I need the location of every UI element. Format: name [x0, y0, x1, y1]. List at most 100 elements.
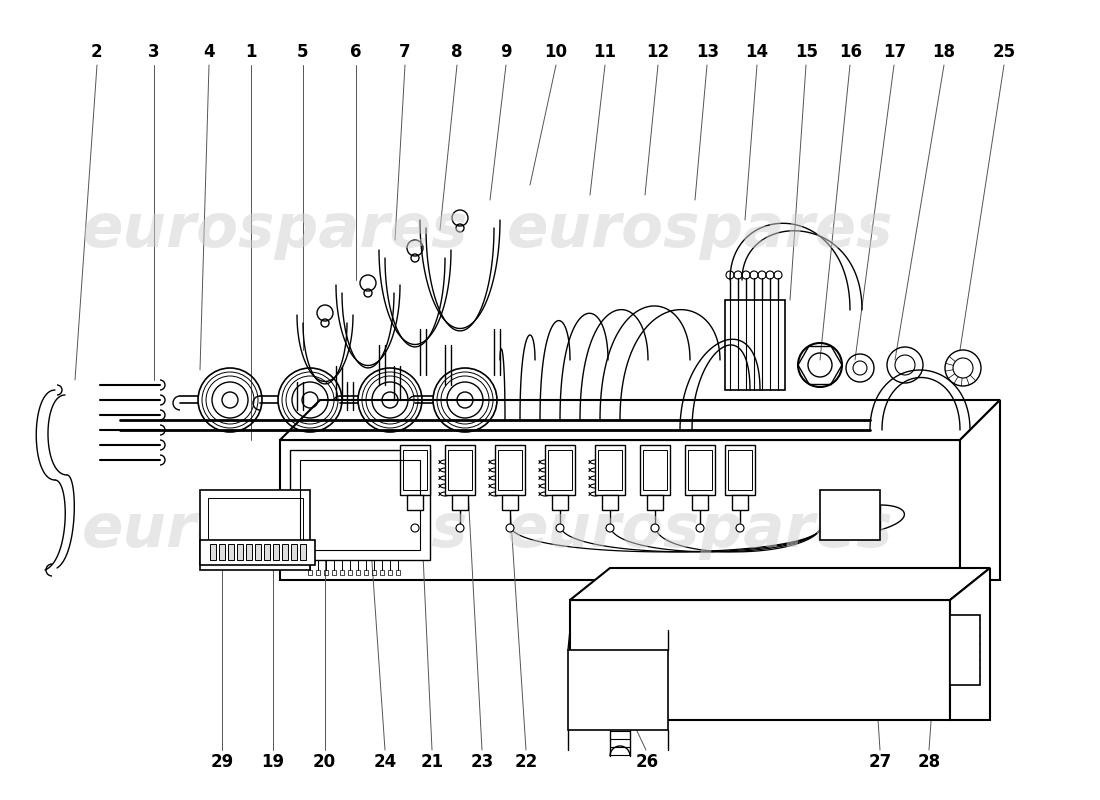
Bar	[246, 544, 252, 560]
Bar	[282, 544, 288, 560]
Bar	[200, 490, 310, 570]
Text: 11: 11	[594, 43, 616, 61]
Bar	[219, 544, 225, 560]
Bar	[820, 490, 880, 540]
Bar	[379, 570, 384, 575]
Bar	[688, 450, 712, 490]
Bar	[446, 445, 475, 495]
Text: 17: 17	[882, 43, 906, 61]
Text: eurospares: eurospares	[81, 501, 469, 559]
Bar	[548, 450, 572, 490]
Bar	[728, 450, 752, 490]
Bar	[273, 544, 279, 560]
Bar	[950, 615, 980, 685]
Circle shape	[556, 524, 564, 532]
Bar	[290, 450, 430, 560]
Text: 29: 29	[210, 753, 234, 771]
Circle shape	[696, 524, 704, 532]
Bar	[647, 495, 663, 510]
Text: 23: 23	[470, 753, 494, 771]
Text: 8: 8	[451, 43, 462, 61]
Text: 21: 21	[420, 753, 444, 771]
Text: 24: 24	[373, 753, 397, 771]
Bar	[200, 540, 315, 565]
Bar	[396, 570, 400, 575]
Bar	[495, 445, 525, 495]
Bar	[210, 544, 216, 560]
Bar	[388, 570, 392, 575]
Text: 1: 1	[245, 43, 256, 61]
Bar	[228, 544, 234, 560]
Circle shape	[411, 524, 419, 532]
Text: 7: 7	[399, 43, 410, 61]
Text: 18: 18	[933, 43, 955, 61]
Polygon shape	[570, 568, 990, 600]
Bar	[598, 450, 622, 490]
Bar	[340, 570, 344, 575]
Bar	[364, 570, 368, 575]
Bar	[568, 650, 668, 730]
Bar	[300, 460, 420, 550]
Text: 25: 25	[992, 43, 1016, 61]
Bar	[644, 450, 667, 490]
Text: 12: 12	[646, 43, 670, 61]
Circle shape	[456, 524, 464, 532]
Text: eurospares: eurospares	[507, 201, 893, 259]
Bar	[264, 544, 270, 560]
Bar	[292, 544, 297, 560]
Bar	[316, 570, 320, 575]
Text: 10: 10	[544, 43, 566, 61]
Circle shape	[651, 524, 659, 532]
Text: 26: 26	[635, 753, 659, 771]
Bar	[308, 570, 312, 575]
Text: 3: 3	[148, 43, 159, 61]
Polygon shape	[280, 400, 1000, 440]
Bar	[300, 544, 306, 560]
Bar	[400, 445, 430, 495]
Bar	[403, 450, 427, 490]
Bar	[502, 495, 518, 510]
Bar	[452, 495, 468, 510]
Bar	[692, 495, 708, 510]
Bar	[640, 445, 670, 495]
Bar	[356, 570, 360, 575]
Bar	[348, 570, 352, 575]
Bar	[448, 450, 472, 490]
Text: 9: 9	[500, 43, 512, 61]
Text: 28: 28	[917, 753, 942, 771]
Text: 5: 5	[297, 43, 308, 61]
Polygon shape	[950, 568, 990, 720]
Bar	[407, 495, 424, 510]
Polygon shape	[960, 400, 1000, 580]
Bar	[324, 570, 328, 575]
Bar	[685, 445, 715, 495]
Text: 27: 27	[868, 753, 892, 771]
Bar	[208, 498, 302, 563]
Text: 15: 15	[795, 43, 817, 61]
Circle shape	[736, 524, 744, 532]
Bar	[255, 544, 261, 560]
Text: 13: 13	[695, 43, 719, 61]
Bar	[725, 300, 785, 390]
Bar	[236, 544, 243, 560]
Text: 22: 22	[514, 753, 538, 771]
Text: 6: 6	[350, 43, 361, 61]
Bar	[552, 495, 568, 510]
Text: 20: 20	[312, 753, 337, 771]
Text: 19: 19	[261, 753, 285, 771]
Bar	[372, 570, 376, 575]
Text: 2: 2	[91, 43, 102, 61]
Text: 16: 16	[839, 43, 861, 61]
Text: eurospares: eurospares	[81, 201, 469, 259]
Bar	[570, 600, 950, 720]
Circle shape	[506, 524, 514, 532]
Bar	[280, 440, 960, 580]
Text: 14: 14	[745, 43, 769, 61]
Bar	[544, 445, 575, 495]
Bar	[332, 570, 336, 575]
Bar	[498, 450, 522, 490]
Circle shape	[606, 524, 614, 532]
Bar	[602, 495, 618, 510]
Bar	[595, 445, 625, 495]
Bar	[732, 495, 748, 510]
